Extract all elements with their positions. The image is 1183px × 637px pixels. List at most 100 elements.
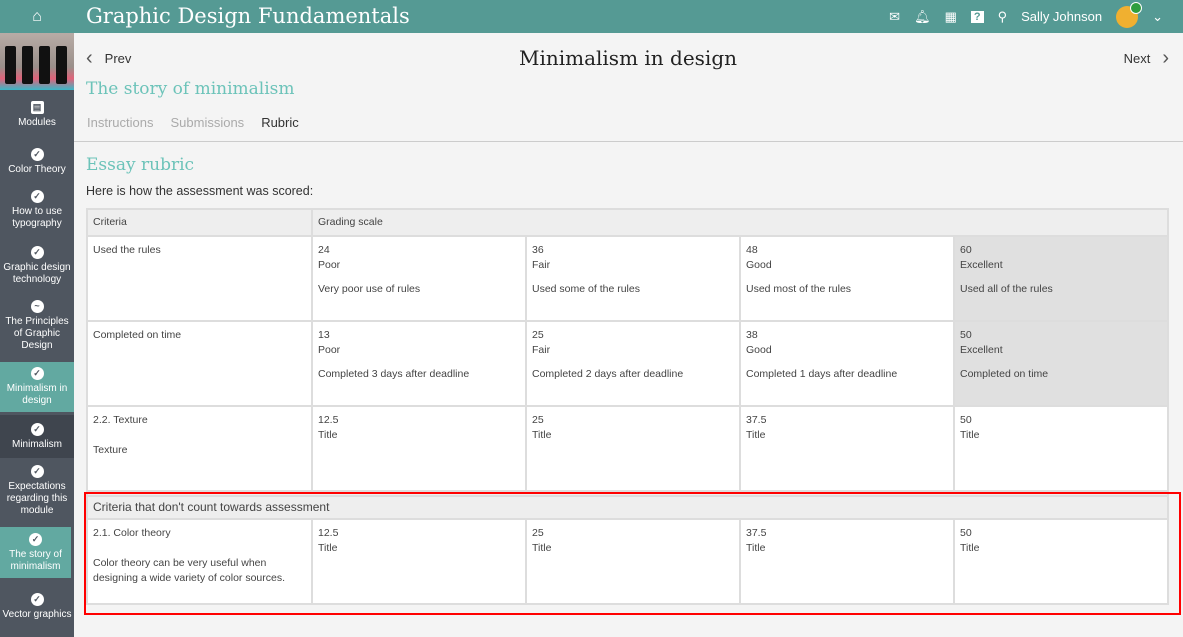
noncount-section-title: Criteria that don't count towards assess… (86, 495, 1169, 520)
level-score: 12.5 (318, 414, 339, 426)
level-label: Poor (318, 259, 341, 271)
level-cell[interactable]: 25 Title (525, 405, 741, 492)
sidebar-item[interactable]: ▤ Modules (0, 92, 74, 138)
level-score: 50 (960, 329, 972, 341)
level-label: Title (532, 542, 552, 554)
search-icon[interactable]: ⚲ (997, 8, 1008, 24)
level-score: 36 (532, 244, 544, 256)
level-description: Used some of the rules (532, 283, 640, 295)
sidebar-item-label: Minimalism (12, 438, 62, 450)
level-cell[interactable]: 24 Poor Very poor use of rules (311, 235, 527, 322)
calendar-icon[interactable]: ▦ (944, 8, 957, 24)
level-score: 37.5 (746, 414, 767, 426)
table-row: Used the rules 24 Poor Very poor use of rul… (86, 235, 1169, 322)
level-cell[interactable]: 25 Fair Completed 2 days after deadline (525, 320, 741, 407)
progress-circle-icon: ~ (30, 300, 44, 313)
tab-submissions[interactable]: Submissions (170, 115, 245, 130)
sidebar-item[interactable]: ✓ Graphic design technology (0, 240, 74, 292)
check-circle-icon: ✓ (30, 148, 44, 161)
criteria-cell: 2.2. Texture Texture (86, 405, 313, 492)
bell-icon[interactable]: 🔔︎ (914, 8, 931, 24)
sidebar-item[interactable]: ~ The Principles of Graphic Design (0, 295, 74, 357)
sidebar-item-label: Expectations regarding this module (6, 481, 68, 516)
level-cell[interactable]: 37.5 Title (739, 518, 955, 605)
level-score: 25 (532, 329, 544, 341)
assignment-title: The story of minimalism (86, 79, 295, 99)
mail-icon[interactable]: ✉ (889, 8, 901, 24)
check-circle-icon: ✓ (30, 190, 44, 203)
home-icon[interactable]: ⌂ (32, 7, 42, 25)
level-score: 25 (532, 414, 544, 426)
criteria-cell: Used the rules (86, 235, 313, 322)
help-icon[interactable]: ? (970, 10, 984, 23)
header-criteria: Criteria (86, 208, 313, 237)
level-score: 38 (746, 329, 758, 341)
criteria-description: Texture (93, 444, 128, 456)
level-description: Completed 2 days after deadline (532, 368, 684, 380)
level-score: 13 (318, 329, 330, 341)
sidebar-item[interactable]: ✓ Minimalism in design (0, 362, 74, 412)
level-cell[interactable]: 36 Fair Used some of the rules (525, 235, 741, 322)
next-label: Next (1123, 50, 1151, 66)
level-score: 12.5 (318, 527, 339, 539)
check-circle-icon: ✓ (30, 367, 44, 380)
check-circle-icon: ✓ (30, 422, 44, 436)
user-name[interactable]: Sally Johnson (1021, 9, 1103, 24)
sidebar-item-label: The story of minimalism (9, 548, 62, 572)
app-title: Graphic Design Fundamentals (86, 4, 410, 28)
highlight-box (84, 492, 1181, 615)
sidebar-item-label: Color Theory (8, 164, 66, 175)
avatar[interactable] (1116, 1, 1143, 28)
level-label: Title (318, 542, 338, 554)
sidebar-item[interactable]: ✓ Color Theory (0, 140, 74, 184)
check-circle-icon: ✓ (30, 246, 44, 259)
check-circle-icon: ✓ (29, 532, 42, 546)
table-row: Completed on time 13 Poor Completed 3 days … (86, 320, 1169, 407)
sidebar-item[interactable]: ✓ Vector graphics (0, 582, 74, 632)
sidebar-item[interactable]: ✓ Minimalism (0, 415, 74, 458)
page-title: Minimalism in design (518, 46, 738, 70)
criteria-name: Completed on time (93, 329, 182, 341)
check-circle-icon: ✓ (30, 593, 44, 606)
level-cell[interactable]: 37.5 Title (739, 405, 955, 492)
level-cell[interactable]: 50 Excellent Completed on time (953, 320, 1169, 407)
chevron-down-icon[interactable]: ⌄ (1152, 8, 1163, 24)
level-cell[interactable]: 12.5 Title (311, 405, 527, 492)
level-cell[interactable]: 13 Poor Completed 3 days after deadline (311, 320, 527, 407)
level-cell[interactable]: 48 Good Used most of the rules (739, 235, 955, 322)
criteria-name: 2.2. Texture (93, 414, 148, 426)
level-cell[interactable]: 38 Good Completed 1 days after deadline (739, 320, 955, 407)
level-label: Title (960, 542, 980, 554)
level-cell[interactable]: 50 Title (953, 405, 1169, 492)
level-score: 24 (318, 244, 330, 256)
sidebar-item[interactable]: ✓ Expectations regarding this module (0, 460, 74, 522)
level-description: Completed on time (960, 368, 1049, 380)
level-cell[interactable]: 25 Title (525, 518, 741, 605)
course-thumbnail[interactable] (0, 33, 74, 90)
chevron-left-icon: ‹ (86, 47, 93, 69)
next-button[interactable]: Next › (1123, 48, 1169, 68)
sidebar-item-label: Modules (18, 117, 56, 128)
prev-label: Prev (104, 50, 132, 66)
check-circle-icon: ✓ (30, 465, 44, 478)
sidebar-item-label: Vector graphics (2, 609, 72, 620)
criteria-name: Used the rules (93, 244, 161, 256)
level-cell[interactable]: 50 Title (953, 518, 1169, 605)
level-label: Good (746, 344, 772, 356)
level-label: Title (746, 429, 766, 441)
level-score: 48 (746, 244, 758, 256)
prev-button[interactable]: ‹ Prev (86, 47, 132, 69)
rubric-table: Criteria Grading scale Used the rules 24 Po… (86, 208, 1169, 605)
criteria-cell: Completed on time (86, 320, 313, 407)
sidebar-item[interactable]: ✓ The story of minimalism (0, 527, 71, 578)
sidebar-item-label: How to use typography (11, 206, 63, 229)
level-score: 37.5 (746, 527, 767, 539)
level-cell[interactable]: 60 Excellent Used all of the rules (953, 235, 1169, 322)
level-label: Fair (532, 259, 551, 271)
tab-instructions[interactable]: Instructions (87, 115, 154, 130)
tab-rubric[interactable]: Rubric (261, 115, 299, 130)
level-cell[interactable]: 12.5 Title (311, 518, 527, 605)
sidebar-item[interactable]: ✓ How to use typography (0, 185, 74, 235)
table-row: 2.2. Texture Texture 12.5 Title 25 Title 37.5 T… (86, 405, 1169, 492)
level-label: Title (532, 429, 552, 441)
